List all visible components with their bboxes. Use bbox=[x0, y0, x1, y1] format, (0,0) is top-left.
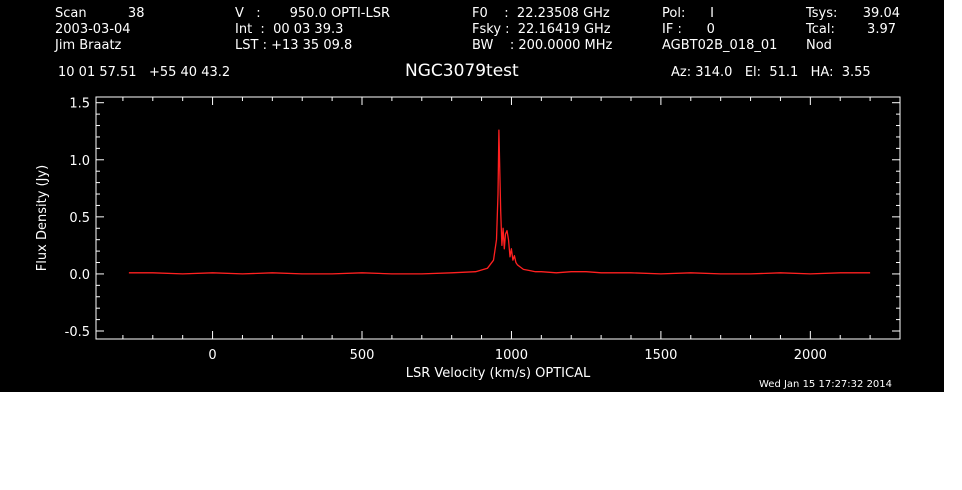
timestamp: Wed Jan 15 17:27:32 2014 bbox=[759, 379, 893, 390]
x-tick-label: 500 bbox=[350, 348, 375, 363]
observation-date: 2003-03-04 bbox=[55, 22, 131, 37]
spectrum-chart: 0 500 1000 1500 2000 -0.5 0.0 0.5 1.0 1.5 LSR Velo… bbox=[35, 96, 901, 381]
tsys-value: 39.04 bbox=[862, 6, 900, 21]
x-tick-label: 1500 bbox=[644, 348, 677, 363]
plot-frame bbox=[95, 96, 901, 340]
tcal-label: Tcal: bbox=[806, 22, 835, 37]
project-id: AGBT02B_018_01 bbox=[662, 38, 778, 53]
tcal-value: 3.97 bbox=[867, 22, 896, 37]
y-tick-label: 0.0 bbox=[69, 268, 90, 283]
observer-name: Jim Braatz bbox=[55, 38, 122, 53]
if-number: IF : 0 bbox=[662, 22, 715, 37]
source-coordinates: 10 01 57.51 +55 40 43.2 bbox=[58, 65, 231, 80]
x-axis-label: LSR Velocity (km/s) OPTICAL bbox=[406, 366, 591, 381]
y-tick-label: 0.5 bbox=[69, 211, 90, 226]
polarization: Pol: I bbox=[662, 6, 714, 21]
sky-frequency: Fsky : 22.16419 GHz bbox=[472, 22, 611, 37]
lst-time: LST : +13 35 09.8 bbox=[235, 38, 353, 53]
y-tick-label: -0.5 bbox=[65, 325, 90, 340]
scan-number: Scan 38 bbox=[55, 6, 145, 21]
spectrum-line bbox=[128, 129, 871, 275]
plot-panel: Scan 38 2003-03-04 Jim Braatz V : 950.0 … bbox=[0, 0, 944, 392]
y-tick-label: 1.0 bbox=[69, 154, 90, 169]
x-tick-label: 1000 bbox=[495, 348, 528, 363]
y-axis-label: Flux Density (Jy) bbox=[35, 165, 50, 271]
integration-time: Int : 00 03 39.3 bbox=[235, 22, 344, 37]
y-tick-label: 1.5 bbox=[69, 97, 90, 112]
tsys-label: Tsys: bbox=[806, 6, 838, 21]
rest-frequency: F0 : 22.23508 GHz bbox=[472, 6, 610, 21]
velocity-info: V : 950.0 OPTI-LSR bbox=[235, 6, 391, 21]
bandwidth: BW : 200.0000 MHz bbox=[472, 38, 613, 53]
az-el-ha: Az: 314.0 El: 51.1 HA: 3.55 bbox=[671, 65, 871, 80]
switching-mode: Nod bbox=[806, 38, 832, 53]
chart-title: NGC3079test bbox=[405, 61, 519, 81]
x-tick-label: 2000 bbox=[794, 348, 827, 363]
x-tick-label: 0 bbox=[208, 348, 216, 363]
